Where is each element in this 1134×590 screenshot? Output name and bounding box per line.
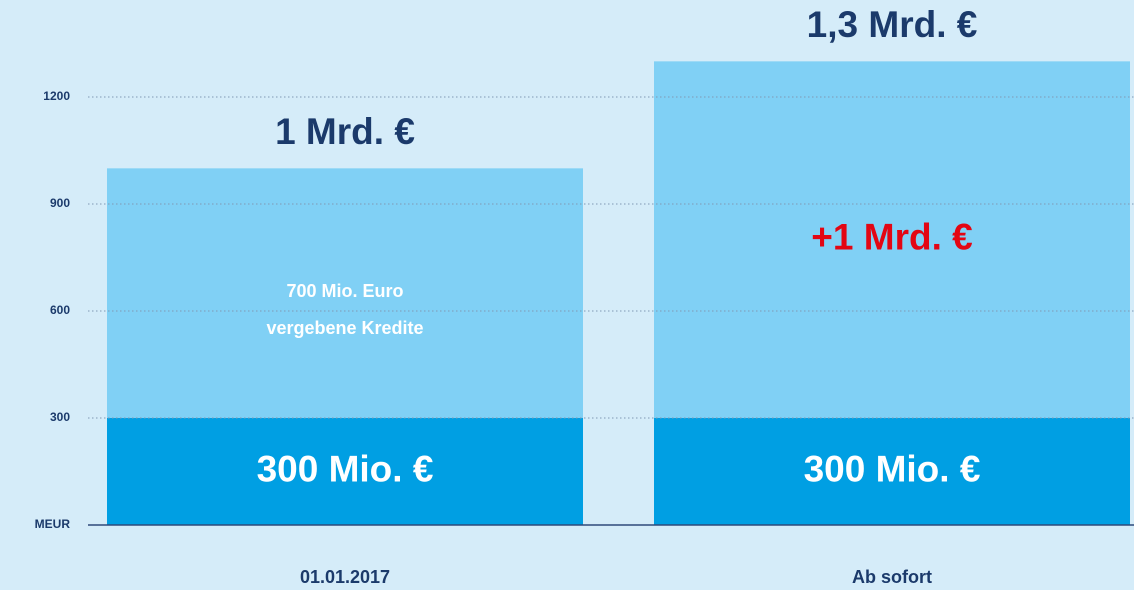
y-tick-label: 900 [50,196,70,210]
value-note: vergebene Kredite [266,318,423,338]
bar-segment [107,168,583,419]
value-label: 700 Mio. Euro [286,281,403,301]
total-label: 1 Mrd. € [275,111,415,152]
x-tick-label: 01.01.2017 [300,567,390,587]
x-tick-label: Ab sofort [852,567,932,587]
y-tick-label: 600 [50,303,70,317]
bar-segment [654,61,1130,419]
value-label: +1 Mrd. € [811,216,972,257]
y-tick-label: 1200 [43,89,70,103]
value-label: 300 Mio. € [257,448,434,489]
y-tick-label: 300 [50,410,70,424]
total-label: 1,3 Mrd. € [807,4,978,45]
bar-segment [107,418,583,525]
value-label: 300 Mio. € [804,448,981,489]
bar-segment [654,418,1130,525]
y-tick-label: MEUR [35,517,71,531]
